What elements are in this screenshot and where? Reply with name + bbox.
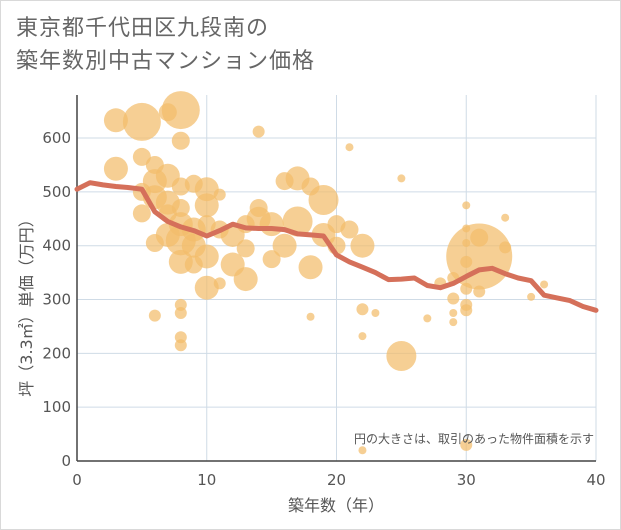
bubble-point xyxy=(473,285,486,298)
bubble-point xyxy=(540,280,549,289)
y-tick-label: 500 xyxy=(42,183,71,201)
bubble-point xyxy=(103,108,128,133)
bubble-point xyxy=(132,147,151,166)
bubble-point xyxy=(122,102,161,141)
bubble-point xyxy=(501,213,510,222)
bubble-point xyxy=(259,212,284,237)
bubble-point xyxy=(213,277,226,290)
bubble-series xyxy=(103,91,549,455)
bubble-point xyxy=(470,228,489,247)
bubble-point xyxy=(262,250,281,269)
chart-title-line-1: 東京都千代田区九段南の xyxy=(16,16,270,41)
x-tick-label: 20 xyxy=(327,471,346,489)
bubble-point xyxy=(308,184,339,215)
bubble-point xyxy=(446,223,513,290)
trend-line-series xyxy=(74,180,599,313)
bubble-point xyxy=(449,308,458,317)
bubble-point xyxy=(174,306,187,319)
axis-ticks: 0 100 200 300 400 500 600 0 10 20 30 40 xyxy=(42,129,605,489)
bubble-point xyxy=(213,188,226,201)
x-tick-label: 30 xyxy=(457,471,476,489)
bubble-point xyxy=(345,143,354,152)
bubble-point xyxy=(272,233,297,258)
bubble-point xyxy=(236,239,255,258)
bubble-point xyxy=(161,91,200,130)
bubble-point xyxy=(194,275,219,300)
bubble-point xyxy=(386,341,417,372)
y-tick-label: 200 xyxy=(42,344,71,362)
bubble-point xyxy=(527,292,536,301)
bubble-point xyxy=(184,255,203,274)
bubble-point xyxy=(460,304,473,317)
chart-note: 円の大きさは、取引のあった物件面積を示す xyxy=(354,431,594,446)
bubble-point xyxy=(194,193,219,218)
bubble-point xyxy=(298,255,323,280)
y-tick-label: 300 xyxy=(42,291,71,309)
x-tick-label: 10 xyxy=(197,471,216,489)
bubble-point xyxy=(358,332,367,341)
y-tick-label: 400 xyxy=(42,237,71,255)
y-axis-label: 坪（3.3㎡）単価（万円） xyxy=(17,211,36,396)
x-axis-label: 築年数（年） xyxy=(288,496,384,515)
bubble-point xyxy=(340,220,359,239)
bubble-point xyxy=(462,201,471,210)
y-tick-label: 100 xyxy=(42,398,71,416)
bubble-point xyxy=(132,204,151,223)
bubble-point xyxy=(174,339,187,352)
bubble-point xyxy=(103,156,128,181)
bubble-point xyxy=(447,292,460,305)
bubble-point xyxy=(171,131,190,150)
bubble-point xyxy=(350,233,375,258)
bubble-point xyxy=(423,314,432,323)
x-tick-label: 40 xyxy=(586,471,605,489)
bubble-point xyxy=(371,308,380,317)
bubble-point xyxy=(460,282,473,295)
y-tick-label: 0 xyxy=(61,452,71,470)
bubble-point xyxy=(449,318,458,327)
chart-title: 東京都千代田区九段南の 築年数別中古マンション価格 xyxy=(16,12,315,78)
bubble-point xyxy=(148,309,161,322)
bubble-point xyxy=(499,241,512,254)
x-tick-label: 0 xyxy=(72,471,82,489)
bubble-point xyxy=(460,255,473,268)
bubble-point xyxy=(233,267,258,292)
bubble-point xyxy=(252,125,265,138)
bubble-point xyxy=(358,446,367,455)
trend-line xyxy=(74,180,599,313)
bubble-point xyxy=(460,438,473,451)
bubble-point xyxy=(171,199,190,218)
y-tick-label: 600 xyxy=(42,129,71,147)
chart-title-line-2: 築年数別中古マンション価格 xyxy=(16,49,316,74)
bubble-point xyxy=(306,312,315,321)
bubble-point xyxy=(356,303,369,316)
bubble-point xyxy=(397,174,406,183)
